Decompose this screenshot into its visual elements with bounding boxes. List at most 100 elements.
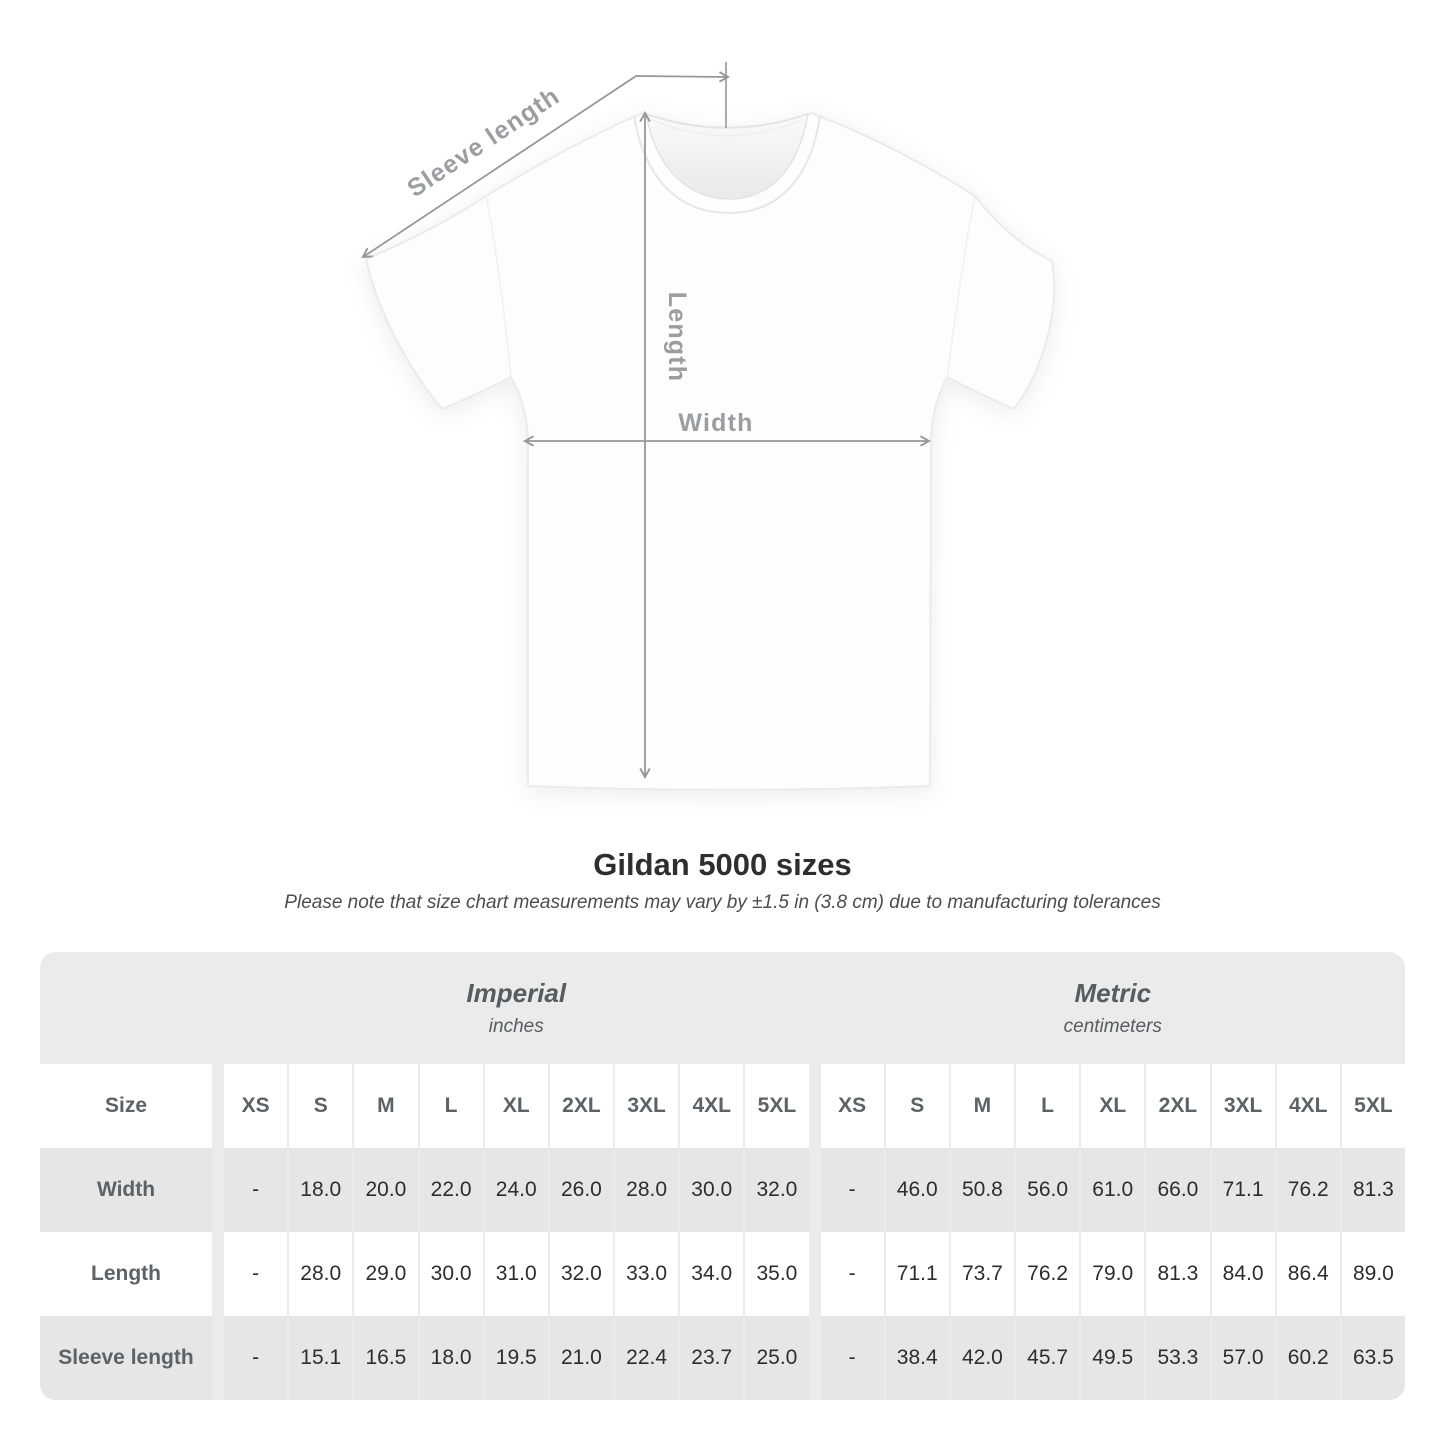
value-cell: 42.0	[950, 1315, 1014, 1400]
imperial-header: Imperial inches	[224, 952, 809, 1064]
value-cell: 71.1	[1211, 1147, 1275, 1232]
size-col-header: 4XL	[680, 1063, 744, 1148]
value-cell: 63.5	[1341, 1315, 1405, 1400]
value-cell: 81.3	[1146, 1231, 1210, 1316]
size-col-header: M	[950, 1063, 1014, 1148]
value-cell: 18.0	[419, 1315, 483, 1400]
value-cell: -	[820, 1315, 884, 1400]
value-cell: 53.3	[1146, 1315, 1210, 1400]
size-col-header: 5XL	[1341, 1063, 1405, 1148]
table-row: Sleeve length -15.1 16.5 18.0 19.5 21.0 22.4 23…	[40, 1315, 1405, 1400]
column-spacer	[811, 1316, 819, 1400]
size-col-header: XL	[1081, 1063, 1145, 1148]
column-spacer	[811, 1148, 819, 1232]
table-row: Length -28.0 29.0 30.0 31.0 32.0 33.0 34.0 35.0-…	[40, 1231, 1405, 1316]
value-cell: 35.0	[745, 1231, 809, 1316]
column-spacer	[811, 1064, 819, 1148]
imperial-title: Imperial	[466, 977, 567, 1008]
value-cell: -	[224, 1147, 288, 1232]
value-cell: 30.0	[680, 1147, 744, 1232]
value-cell: 28.0	[289, 1231, 353, 1316]
value-cell: 22.4	[615, 1315, 679, 1400]
value-cell: 56.0	[1016, 1147, 1080, 1232]
value-cell: 79.0	[1081, 1231, 1145, 1316]
tshirt-illustration: Sleeve length Length Width	[361, 62, 1055, 791]
value-cell: 16.5	[354, 1315, 418, 1400]
value-cell: 81.3	[1341, 1147, 1405, 1232]
value-cell: 25.0	[745, 1315, 809, 1400]
value-cell: 86.4	[1276, 1231, 1340, 1316]
value-cell: 32.0	[745, 1147, 809, 1232]
value-cell: 23.7	[680, 1315, 744, 1400]
size-col-header: XL	[484, 1063, 548, 1148]
row-label: Sleeve length	[40, 1315, 212, 1400]
unit-header-row: Imperial inches Metric centimeters	[40, 952, 1405, 1064]
value-cell: 26.0	[549, 1147, 613, 1232]
row-label: Length	[40, 1231, 212, 1316]
value-cell: 22.0	[419, 1147, 483, 1232]
value-cell: 71.1	[885, 1231, 949, 1316]
size-col-header: 3XL	[615, 1063, 679, 1148]
page-title: Gildan 5000 sizes	[593, 847, 852, 882]
size-col-header: S	[885, 1063, 949, 1148]
value-cell: 73.7	[950, 1231, 1014, 1316]
size-col-header: XS	[820, 1063, 884, 1148]
value-cell: 60.2	[1276, 1315, 1340, 1400]
row-label: Width	[40, 1147, 212, 1232]
value-cell: 38.4	[885, 1315, 949, 1400]
value-cell: 19.5	[484, 1315, 548, 1400]
metric-title: Metric	[1074, 977, 1152, 1008]
column-spacer	[214, 1148, 222, 1232]
column-spacer	[214, 1316, 222, 1400]
sleeve-length-arrow	[361, 71, 730, 259]
value-cell: 15.1	[289, 1315, 353, 1400]
value-cell: 20.0	[354, 1147, 418, 1232]
value-cell: 76.2	[1276, 1147, 1340, 1232]
value-cell: 24.0	[484, 1147, 548, 1232]
value-cell: -	[820, 1147, 884, 1232]
column-spacer	[214, 1232, 222, 1316]
imperial-unit: inches	[488, 1015, 544, 1037]
value-cell: 32.0	[549, 1231, 613, 1316]
size-table-card: Imperial inches Metric centimeters Size X…	[40, 951, 1405, 1400]
value-cell: 89.0	[1341, 1231, 1405, 1316]
value-cell: 31.0	[484, 1231, 548, 1316]
value-cell: 30.0	[419, 1231, 483, 1316]
size-col-header: S	[289, 1063, 353, 1148]
shirt-diagram: Sleeve length Length Width	[361, 62, 1055, 791]
size-table-body: Size XS S M L XL 2XL 3XL 4XL 5XL XS S M L XL 2XL 3XL 4XL 5…	[40, 1063, 1405, 1400]
value-cell: 76.2	[1016, 1231, 1080, 1316]
size-col-header: 5XL	[745, 1063, 809, 1148]
size-header-cell: Size	[40, 1063, 212, 1148]
value-cell: 28.0	[615, 1147, 679, 1232]
value-cell: 45.7	[1016, 1315, 1080, 1400]
value-cell: 33.0	[615, 1231, 679, 1316]
value-cell: 84.0	[1211, 1231, 1275, 1316]
value-cell: 18.0	[289, 1147, 353, 1232]
size-col-header: M	[354, 1063, 418, 1148]
size-col-header: XS	[224, 1063, 288, 1148]
tshirt-outline	[365, 112, 1055, 791]
tolerance-note: Please note that size chart measurements…	[284, 892, 1161, 914]
value-cell: 50.8	[950, 1147, 1014, 1232]
length-label: Length	[663, 292, 691, 383]
column-spacer	[214, 1064, 222, 1148]
size-col-header: 2XL	[549, 1063, 613, 1148]
table-row: Size XS S M L XL 2XL 3XL 4XL 5XL XS S M L XL 2XL 3XL 4XL 5…	[40, 1063, 1405, 1148]
size-col-header: L	[419, 1063, 483, 1148]
value-cell: 66.0	[1146, 1147, 1210, 1232]
table-row: Width -18.0 20.0 22.0 24.0 26.0 28.0 30.0 32.0-4…	[40, 1147, 1405, 1232]
value-cell: 57.0	[1211, 1315, 1275, 1400]
width-label: Width	[678, 409, 753, 437]
value-cell: -	[224, 1315, 288, 1400]
value-cell: 29.0	[354, 1231, 418, 1316]
value-cell: 46.0	[885, 1147, 949, 1232]
column-spacer	[811, 1232, 819, 1316]
metric-unit: centimeters	[1063, 1015, 1162, 1037]
value-cell: 61.0	[1081, 1147, 1145, 1232]
value-cell: -	[224, 1231, 288, 1316]
size-col-header: 3XL	[1211, 1063, 1275, 1148]
size-col-header: 2XL	[1146, 1063, 1210, 1148]
size-col-header: 4XL	[1276, 1063, 1340, 1148]
